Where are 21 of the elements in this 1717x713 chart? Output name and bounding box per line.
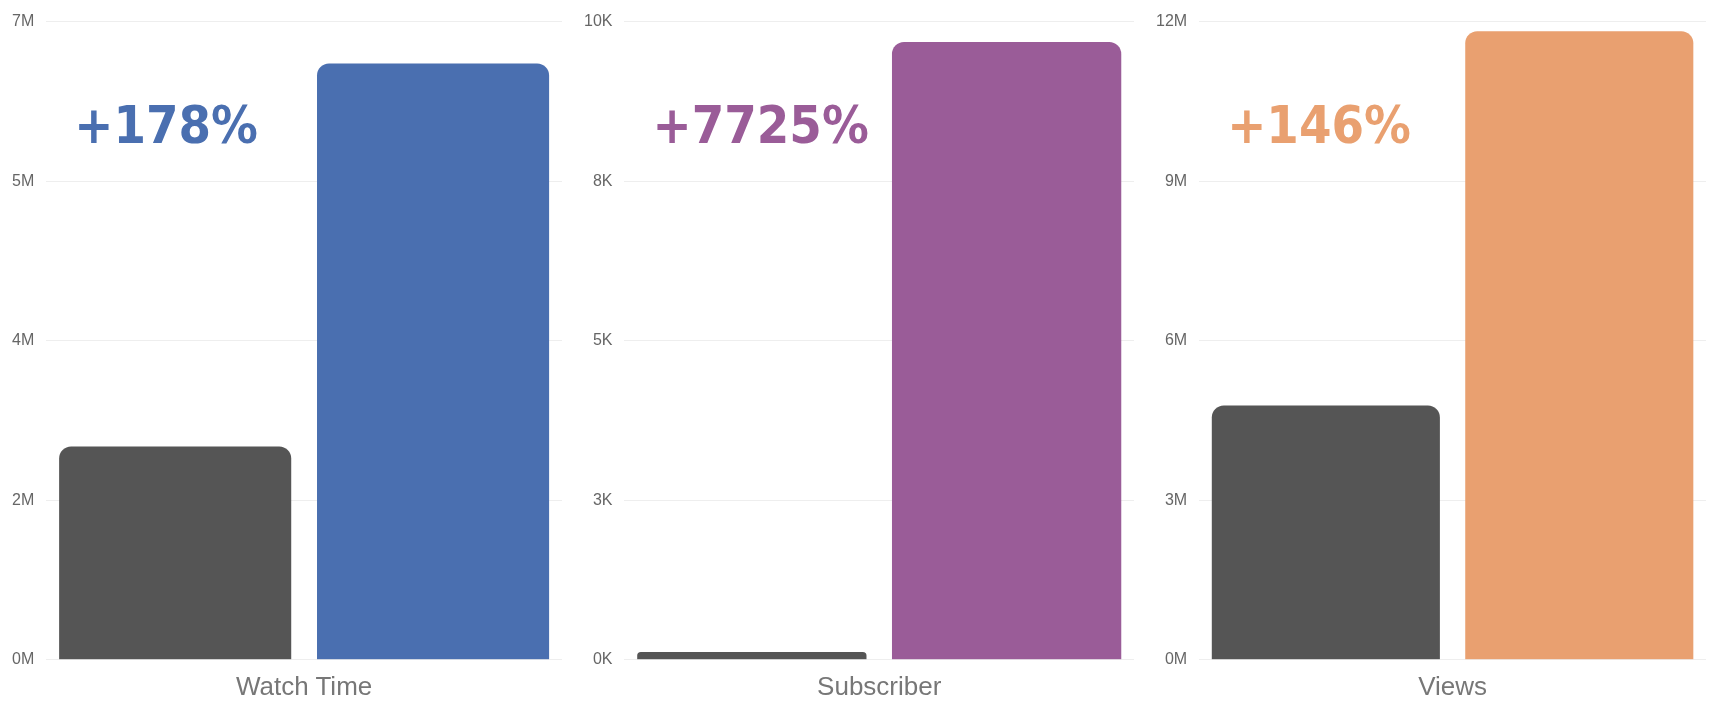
y-tick-label: 5K	[592, 331, 613, 349]
y-tick-label: 0M	[1164, 650, 1188, 668]
y-tick-label: 0K	[592, 650, 613, 668]
y-tick-label: 3M	[1164, 490, 1188, 508]
annotation: +178%	[74, 95, 258, 156]
x-axis-title: Watch Time	[235, 670, 373, 701]
annotation: +146%	[1227, 95, 1411, 156]
y-tick-label: 4M	[11, 331, 35, 349]
x-axis-title: Views	[1418, 670, 1488, 701]
x-axis-title: Subscriber	[817, 670, 942, 701]
y-tick-label: 9M	[1164, 171, 1188, 189]
annotation: +7725%	[652, 95, 869, 156]
y-tick-label: 0M	[11, 650, 35, 668]
y-tick-label: 10K	[584, 12, 613, 30]
y-tick-label: 2M	[11, 490, 35, 508]
y-tick-label: 12M	[1156, 12, 1188, 30]
y-tick-label: 7M	[11, 12, 35, 30]
y-tick-label: 3K	[592, 490, 613, 508]
y-tick-label: 8K	[592, 171, 613, 189]
y-tick-label: 6M	[1164, 331, 1188, 349]
y-tick-label: 5M	[11, 171, 35, 189]
